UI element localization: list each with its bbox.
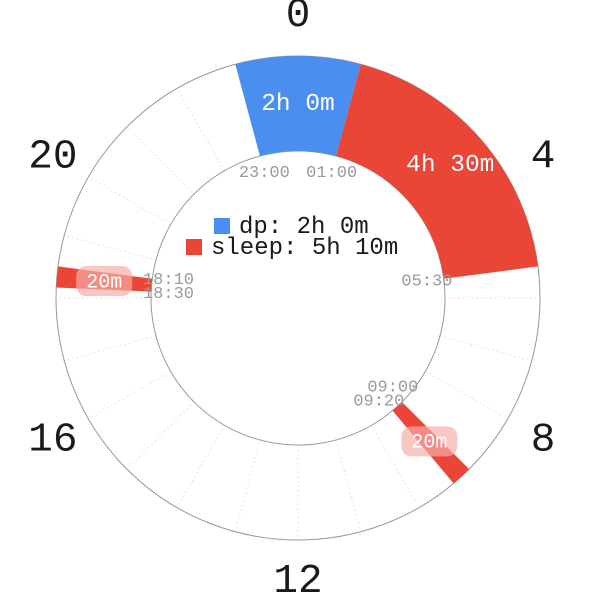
svg-text:4h 30m: 4h 30m	[406, 152, 494, 179]
svg-text:23:00: 23:00	[239, 164, 290, 183]
svg-text:09:20: 09:20	[353, 392, 404, 411]
svg-text:2h 0m: 2h 0m	[261, 91, 335, 118]
svg-text:20m: 20m	[411, 432, 447, 455]
svg-text:20: 20	[28, 134, 77, 180]
svg-text:01:00: 01:00	[306, 164, 357, 183]
svg-text:16: 16	[28, 417, 77, 463]
svg-text:05:30: 05:30	[401, 273, 452, 292]
svg-text:8: 8	[531, 417, 556, 463]
svg-text:0: 0	[286, 0, 311, 39]
svg-text:18:30: 18:30	[143, 285, 194, 304]
svg-text:4: 4	[531, 134, 556, 180]
svg-text:sleep: 5h 10m: sleep: 5h 10m	[211, 235, 398, 262]
svg-text:20m: 20m	[86, 271, 122, 294]
svg-text:12: 12	[273, 559, 322, 600]
